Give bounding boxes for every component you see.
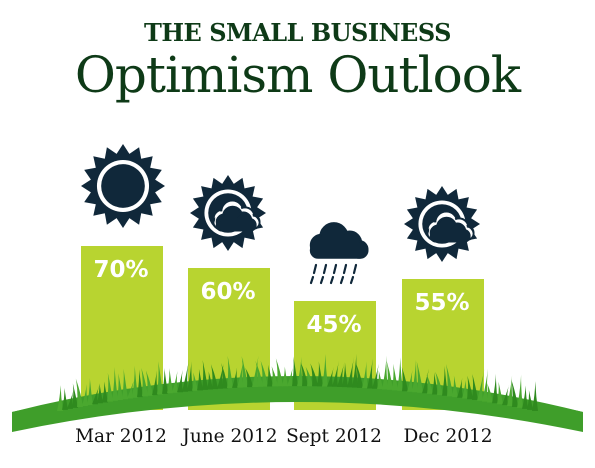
raindrop — [319, 275, 325, 285]
raindrop — [329, 275, 335, 285]
chart-kicker: THE SMALL BUSINESS — [144, 18, 451, 47]
data-label-3: 45% — [306, 312, 361, 338]
raindrop — [332, 263, 338, 275]
sun-icon-1-core — [101, 164, 145, 208]
sun-icon-1 — [81, 144, 165, 228]
raindrop — [352, 263, 358, 275]
raindrop — [309, 275, 315, 285]
cloud-inner-2 — [215, 205, 257, 232]
category-label-1: Mar 2012 — [75, 426, 167, 447]
grass-tufts — [57, 353, 538, 411]
data-label-1: 70% — [93, 257, 148, 283]
sun-cloud-icon-2 — [190, 175, 266, 251]
raindrop — [339, 275, 345, 285]
data-label-2: 60% — [200, 279, 255, 305]
raindrop — [312, 263, 318, 275]
chart-title: Optimism Outlook — [74, 46, 521, 104]
data-label-4: 55% — [414, 290, 469, 316]
raindrop — [322, 263, 328, 275]
category-label-2: June 2012 — [180, 426, 277, 447]
category-label-4: Dec 2012 — [403, 426, 492, 447]
category-label-3: Sept 2012 — [286, 426, 382, 447]
raindrop — [349, 275, 355, 285]
sun-cloud-icon-4 — [404, 186, 480, 262]
raindrop — [342, 263, 348, 275]
rain-cloud-3 — [309, 222, 369, 259]
rain-cloud-icon-3 — [309, 222, 369, 285]
cloud-inner-4 — [429, 216, 471, 243]
